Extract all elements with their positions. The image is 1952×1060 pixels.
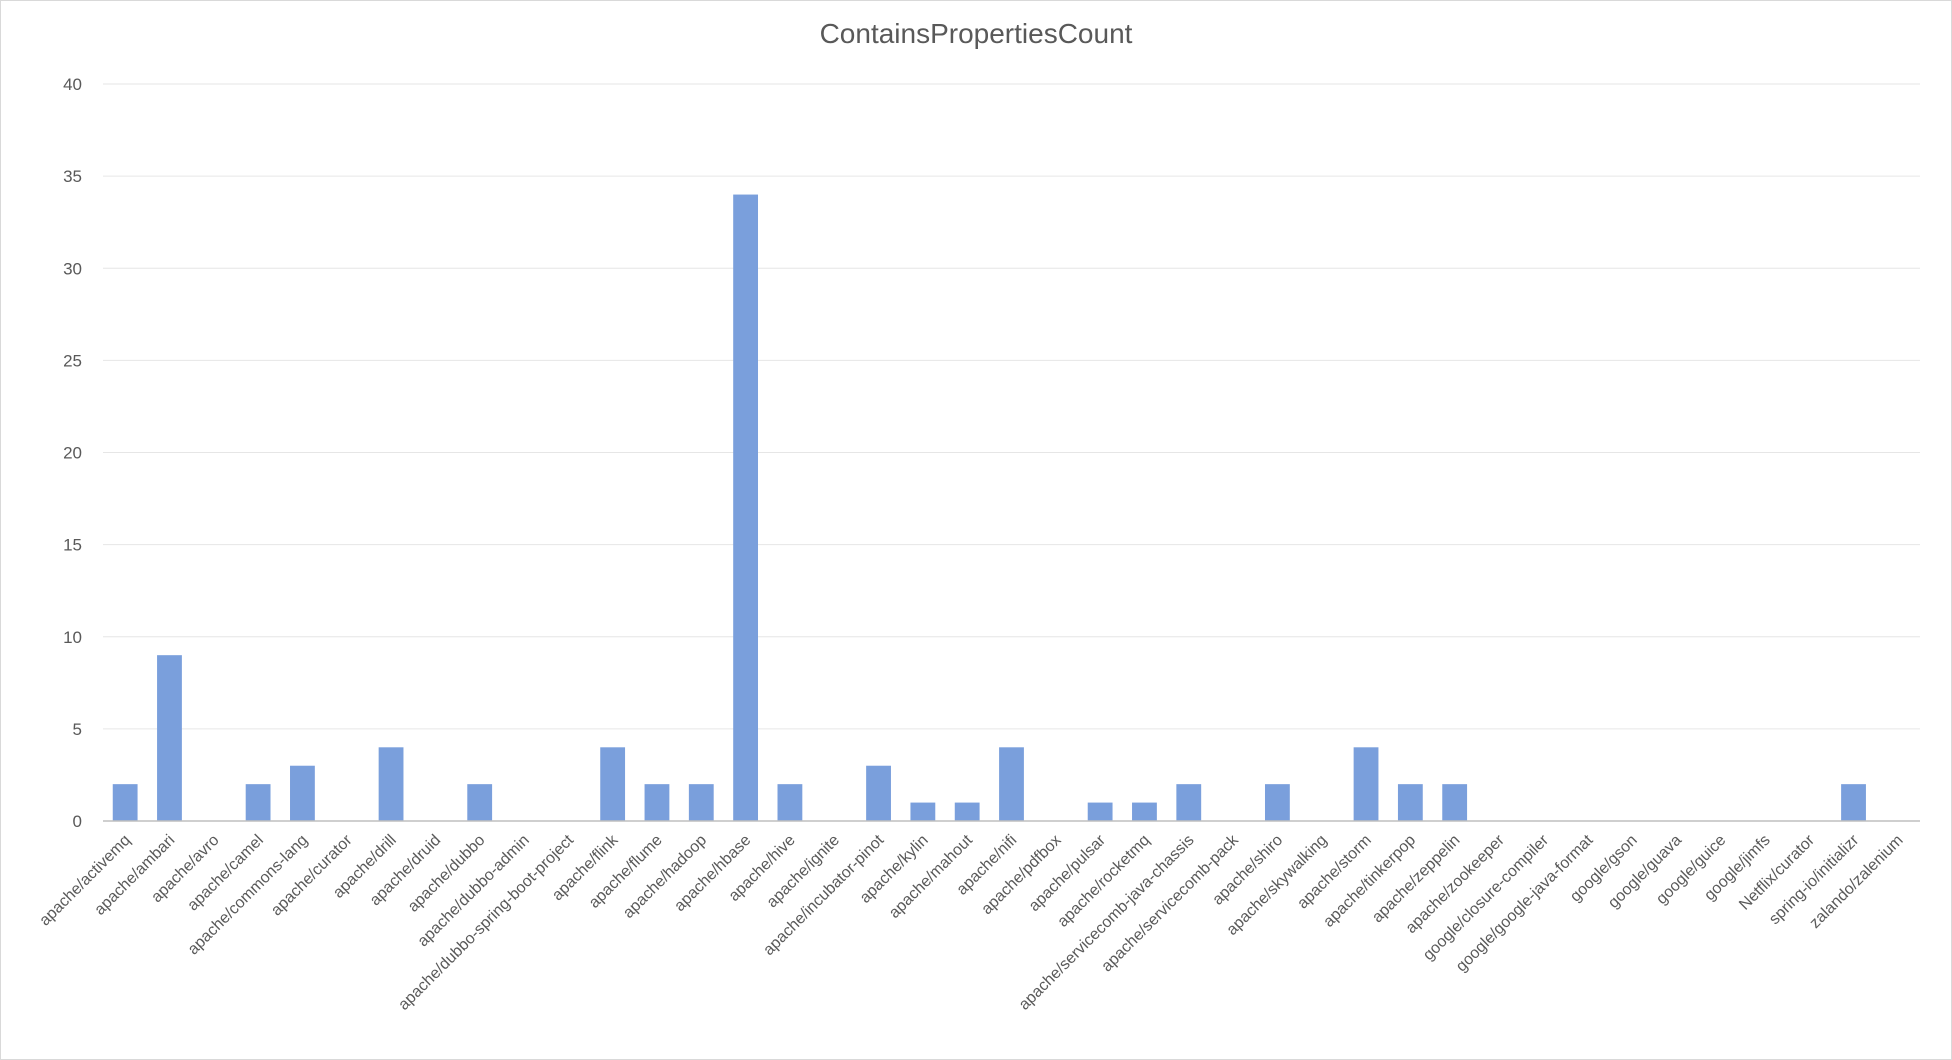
bar-apache-camel <box>245 784 271 821</box>
y-axis-ticks: 0 5 10 15 20 25 30 35 40 <box>63 75 82 831</box>
x-axis-labels: apache/activemqapache/ambariapache/avroa… <box>36 831 1906 1014</box>
y-tick-label: 5 <box>73 720 82 739</box>
bar-apache-hadoop <box>688 784 714 821</box>
bar-apache-commons-lang <box>290 765 315 821</box>
chart-title: ContainsPropertiesCount <box>819 18 1133 49</box>
x-tick-label: apache/hbase <box>671 832 754 915</box>
bar-apache-tinkerpop <box>1397 784 1423 821</box>
bars <box>112 194 1866 822</box>
bar-apache-nifi <box>999 747 1024 821</box>
bar-apache-kylin <box>910 802 936 821</box>
bar-apache-hive <box>777 784 803 821</box>
bar-apache-drill <box>378 747 404 821</box>
bar-apache-storm <box>1353 747 1379 821</box>
bar-apache-shiro <box>1264 784 1290 821</box>
y-tick-label: 35 <box>63 167 82 186</box>
bar-apache-ambari <box>157 655 182 821</box>
y-tick-label: 20 <box>63 444 82 463</box>
x-tick-label: apache/dubbo <box>405 832 489 916</box>
bar-spring-io-initializr <box>1841 784 1866 821</box>
x-tick-label: apache/ambari <box>91 832 178 919</box>
y-tick-label: 15 <box>63 536 82 555</box>
bar-apache-activemq <box>112 784 138 821</box>
bar-apache-zeppelin <box>1442 784 1468 821</box>
bar-apache-flink <box>600 747 626 821</box>
y-tick-label: 0 <box>73 812 82 831</box>
bar-apache-pulsar <box>1087 802 1113 821</box>
y-tick-label: 10 <box>63 628 82 647</box>
bar-apache-incubator-pinot <box>866 765 891 821</box>
bar-apache-servicecomb-java-chassis <box>1176 784 1202 821</box>
x-tick-label: apache/curator <box>268 831 356 919</box>
bar-apache-mahout <box>954 802 980 821</box>
y-tick-label: 30 <box>63 259 82 278</box>
bar-apache-flume <box>644 784 670 821</box>
y-tick-label: 25 <box>63 351 82 370</box>
bar-apache-rocketmq <box>1132 802 1157 821</box>
bar-apache-hbase <box>733 194 759 822</box>
gridlines <box>103 83 1920 730</box>
x-tick-label: apache/pulsar <box>1026 831 1110 915</box>
y-tick-label: 40 <box>63 75 82 94</box>
bar-apache-dubbo <box>467 784 493 821</box>
x-tick-label: apache/pdfbox <box>978 832 1064 918</box>
